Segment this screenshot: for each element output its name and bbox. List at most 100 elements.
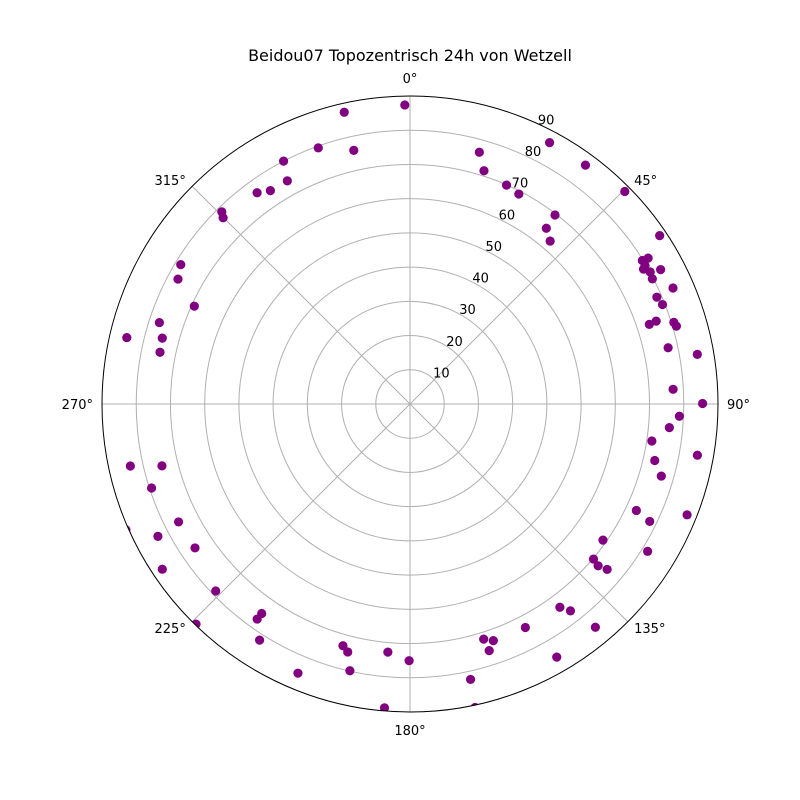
scatter-point	[157, 564, 167, 574]
scatter-point	[657, 299, 668, 310]
scatter-point	[400, 100, 410, 110]
scatter-point	[122, 332, 132, 343]
scatter-point	[345, 666, 355, 676]
scatter-points	[121, 100, 708, 712]
radial-tick-label: 70	[512, 177, 529, 192]
scatter-point	[620, 186, 630, 197]
scatter-point	[501, 180, 512, 190]
scatter-point	[190, 543, 200, 553]
radial-tick-label: 60	[499, 208, 516, 223]
scatter-point	[650, 455, 660, 466]
angular-tick-label: 225°	[155, 622, 186, 637]
radial-tick-label: 10	[433, 366, 450, 381]
scatter-point	[173, 274, 183, 284]
scatter-point	[544, 137, 555, 148]
scatter-point	[379, 703, 390, 712]
scatter-point	[590, 622, 600, 632]
scatter-point	[125, 461, 135, 471]
scatter-point	[154, 317, 164, 328]
scatter-point	[645, 267, 655, 277]
scatter-point	[155, 347, 165, 357]
scatter-point	[173, 517, 184, 527]
scatter-point	[520, 622, 530, 633]
angular-gridline	[409, 403, 629, 623]
scatter-point	[217, 207, 227, 217]
scatter-point	[211, 586, 221, 596]
scatter-point	[663, 343, 673, 353]
radial-tick-label: 90	[538, 113, 555, 128]
scatter-point	[278, 156, 289, 166]
scatter-point	[656, 471, 666, 481]
scatter-point	[697, 398, 708, 409]
scatter-point	[565, 606, 576, 616]
scatter-point	[338, 641, 348, 651]
scatter-point	[656, 265, 666, 275]
scatter-point	[644, 319, 654, 329]
radial-tick-label: 30	[459, 303, 476, 318]
scatter-point	[465, 674, 476, 685]
scatter-point	[651, 316, 661, 326]
scatter-point	[602, 564, 612, 575]
scatter-point	[555, 602, 565, 612]
radial-tick-label: 50	[485, 240, 502, 255]
scatter-point	[488, 636, 498, 646]
scatter-point	[647, 436, 657, 446]
scatter-point	[682, 510, 692, 520]
polar-grid	[102, 96, 718, 712]
angular-tick-label: 270°	[62, 398, 93, 413]
scatter-point	[541, 223, 551, 233]
polar-frame	[101, 95, 719, 713]
radial-tick-label: 40	[472, 272, 489, 287]
scatter-point	[643, 546, 653, 556]
scatter-point	[668, 384, 678, 394]
scatter-point	[692, 450, 702, 460]
scatter-point	[176, 260, 186, 270]
scatter-point	[313, 143, 323, 153]
scatter-point	[552, 652, 562, 662]
scatter-point	[598, 535, 608, 545]
scatter-point	[479, 166, 489, 176]
chart-title: Beidou07 Topozentrisch 24h von Wetzell	[248, 46, 572, 65]
scatter-point	[404, 656, 414, 666]
angular-tick-label: 90°	[727, 398, 750, 413]
scatter-point	[479, 634, 489, 644]
scatter-point	[474, 147, 484, 157]
angular-tick-label: 135°	[634, 622, 665, 637]
radial-tick-label: 20	[446, 335, 463, 350]
scatter-point	[593, 561, 603, 571]
scatter-point	[339, 107, 349, 117]
scatter-point	[157, 333, 167, 343]
scatter-point	[588, 554, 599, 564]
scatter-point	[191, 619, 201, 629]
scatter-point	[664, 423, 674, 433]
scatter-point	[252, 188, 262, 198]
scatter-point	[692, 349, 702, 359]
scatter-point	[343, 647, 353, 657]
angular-tick-label: 0°	[403, 72, 418, 87]
scatter-point	[655, 230, 665, 241]
angular-gridline	[191, 403, 411, 623]
angular-tick-label: 45°	[634, 174, 657, 189]
angular-tick-label: 315°	[155, 174, 186, 189]
scatter-point	[189, 301, 199, 311]
scatter-point	[282, 176, 292, 186]
angular-gridline	[191, 185, 411, 405]
scatter-point	[257, 608, 267, 619]
scatter-point	[671, 321, 681, 331]
scatter-point	[645, 516, 655, 527]
scatter-point	[146, 483, 157, 493]
scatter-point	[153, 531, 163, 541]
scatter-point	[674, 411, 684, 421]
scatter-point	[383, 647, 393, 657]
scatter-point	[157, 461, 167, 471]
scatter-point	[652, 292, 662, 302]
scatter-point	[265, 186, 275, 196]
angular-tick-label: 180°	[394, 724, 425, 739]
scatter-point	[293, 668, 303, 678]
scatter-point	[631, 505, 641, 516]
angular-gridline	[409, 185, 629, 405]
scatter-point	[514, 189, 524, 199]
scatter-point	[550, 210, 560, 220]
scatter-point	[580, 160, 591, 170]
scatter-point	[647, 274, 657, 284]
